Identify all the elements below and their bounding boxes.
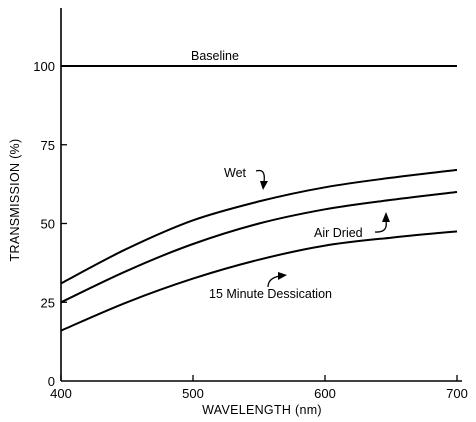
y-tick-label-25: 25: [41, 295, 55, 310]
series-lines: [60, 64, 458, 332]
annotation-baseline: Baseline: [191, 49, 239, 63]
air-dried-arrowhead: [382, 212, 390, 222]
series-line-air-dried: [60, 191, 458, 304]
x-axis-title: WAVELENGTH (nm): [202, 403, 322, 417]
series-line-15-minute-dessication: [60, 230, 458, 332]
x-tick-label-400: 400: [50, 386, 72, 401]
y-tick-label-100: 100: [33, 59, 55, 74]
annotation-air-dried: Air Dried: [314, 226, 363, 240]
y-tick-label-0: 0: [48, 374, 55, 389]
dessication-arrowhead: [278, 272, 287, 280]
wet-arrowhead: [260, 181, 268, 190]
air-dried-pointer: [374, 220, 387, 233]
annotations: Baseline Wet Air Dried 15 Minute Dessica…: [191, 49, 390, 301]
wet-pointer: [255, 169, 265, 183]
ticks: 400 500 600 700 0 25 50 75 100: [33, 59, 468, 401]
annotation-wet: Wet: [224, 166, 247, 180]
x-tick-label-600: 600: [314, 386, 336, 401]
y-axis-title: TRANSMISSION (%): [8, 139, 22, 262]
x-tick-label-700: 700: [446, 386, 468, 401]
series-line-wet: [60, 168, 458, 285]
y-tick-label-50: 50: [41, 217, 55, 232]
y-tick-label-75: 75: [41, 138, 55, 153]
annotation-15-minute-dessication: 15 Minute Dessication: [209, 287, 332, 301]
axes: [60, 8, 462, 382]
x-tick-label-500: 500: [182, 386, 204, 401]
